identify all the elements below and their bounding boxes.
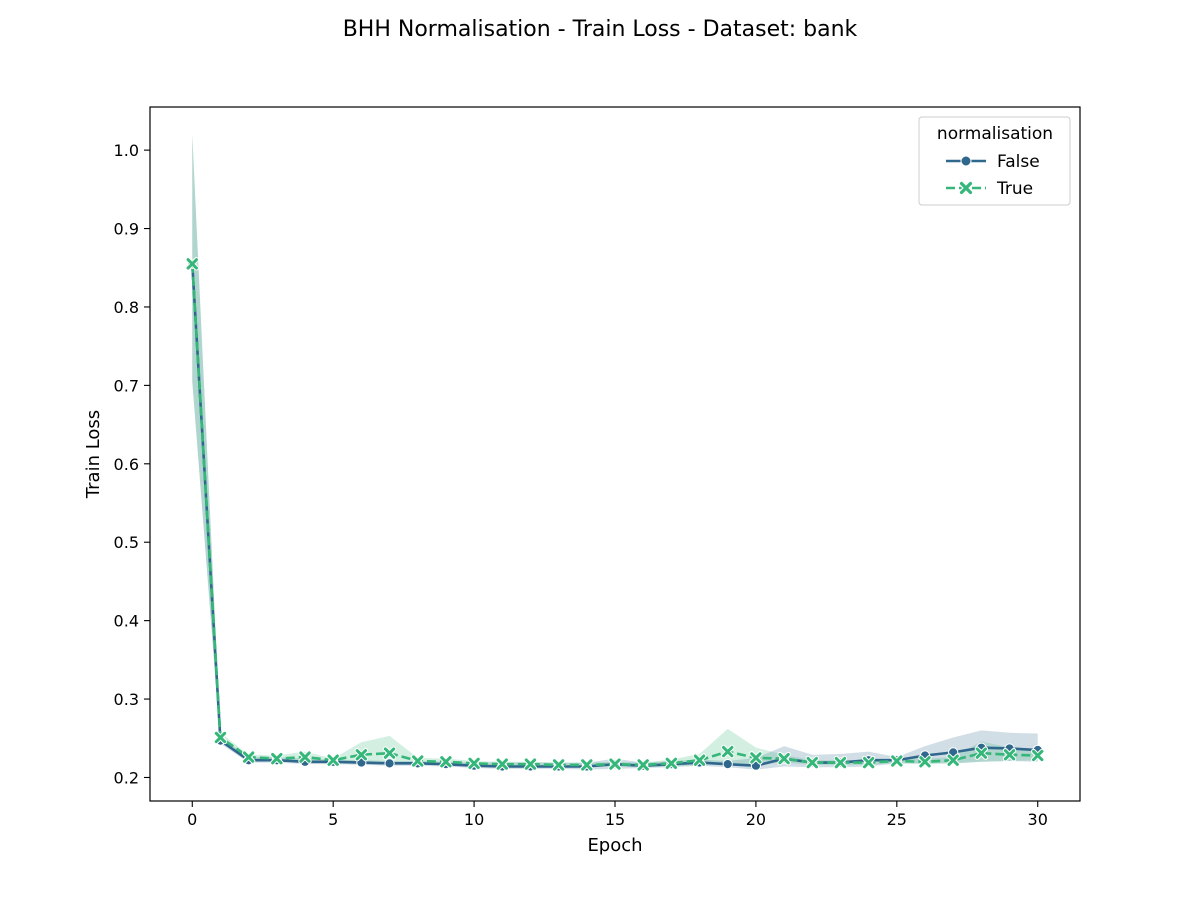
series-true-point: [946, 753, 960, 767]
series-true-point: [833, 755, 848, 770]
series-true-point: [890, 754, 904, 768]
y-tick-label: 1.0: [114, 141, 139, 160]
legend: normalisation False True: [918, 116, 1071, 206]
series-true-point: [382, 746, 397, 760]
series-true-band: [192, 134, 1038, 768]
x-tick-label: 20: [746, 810, 766, 829]
series-false-point: [722, 759, 733, 770]
x-tick-label: 10: [464, 810, 484, 829]
x-tick-label: 25: [887, 810, 907, 829]
x-tick-label: 30: [1028, 810, 1048, 829]
series-true-point: [523, 757, 538, 771]
legend-entry-false-label: False: [997, 152, 1040, 172]
x-tick-label: 5: [328, 810, 338, 829]
series-true-point: [270, 751, 284, 766]
series-true-point: [551, 758, 566, 772]
series-false-line: [190, 263, 1038, 768]
y-tick-label: 0.6: [114, 455, 139, 474]
series-true-point: [241, 750, 256, 764]
y-tick-label: 0.4: [114, 612, 139, 631]
x-tick-label: 15: [605, 810, 625, 829]
series-true-point: [749, 751, 763, 765]
series-true-point: [636, 758, 650, 772]
series-true-point: [1031, 748, 1045, 763]
legend-entry-true: True: [946, 179, 1033, 199]
series-true-point: [664, 756, 679, 771]
y-axis: 0.2 0.3 0.4 0.5 0.6 0.7 0.8 0.9 1.0: [114, 141, 150, 787]
series-lines: [190, 263, 1038, 768]
chart-title: BHH Normalisation - Train Loss - Dataset…: [343, 17, 858, 42]
legend-box: [918, 116, 1071, 206]
series-true-point: [298, 750, 312, 764]
y-tick-label: 0.3: [114, 690, 139, 709]
series-true-point: [495, 757, 509, 771]
x-tick-label: 0: [187, 810, 197, 829]
legend-entry-false-marker: [960, 155, 972, 167]
series-true-point: [467, 756, 481, 771]
series-false-band: [192, 134, 1038, 770]
y-axis-title: Train Loss: [83, 410, 104, 499]
series-true-point: [580, 758, 594, 772]
y-tick-label: 0.2: [114, 768, 139, 787]
x-axis-title: Epoch: [587, 835, 642, 856]
series-true-point: [213, 730, 228, 745]
series-true-point: [411, 754, 425, 768]
y-tick-label: 0.5: [114, 533, 139, 552]
series-true-point: [721, 744, 735, 759]
series-true-point: [439, 755, 453, 769]
series-true-point: [692, 753, 707, 767]
x-axis: 0 5 10 15 20 25 30: [187, 801, 1048, 829]
series-markers: [185, 257, 1045, 772]
series-true-point: [777, 751, 791, 766]
series-true-point: [1002, 748, 1017, 762]
plot-frame: [149, 106, 1081, 802]
confidence-bands: [192, 134, 1038, 770]
series-true-point: [608, 757, 622, 771]
series-true-point: [354, 748, 369, 762]
series-true-point: [861, 755, 876, 770]
y-tick-label: 0.8: [114, 298, 139, 317]
legend-title: normalisation: [937, 124, 1053, 144]
series-false-point: [384, 758, 395, 769]
y-tick-label: 0.7: [114, 376, 139, 395]
series-true-point: [326, 753, 340, 767]
legend-entry-true-marker: [959, 181, 973, 195]
series-true-point: [918, 755, 932, 769]
series-true-line: [190, 263, 1038, 767]
series-true-point: [185, 257, 199, 271]
series-true-point: [974, 746, 989, 760]
legend-entry-true-label: True: [996, 179, 1033, 199]
series-true-point: [805, 755, 819, 770]
y-tick-label: 0.9: [114, 220, 139, 239]
legend-entry-false: False: [946, 152, 1040, 172]
